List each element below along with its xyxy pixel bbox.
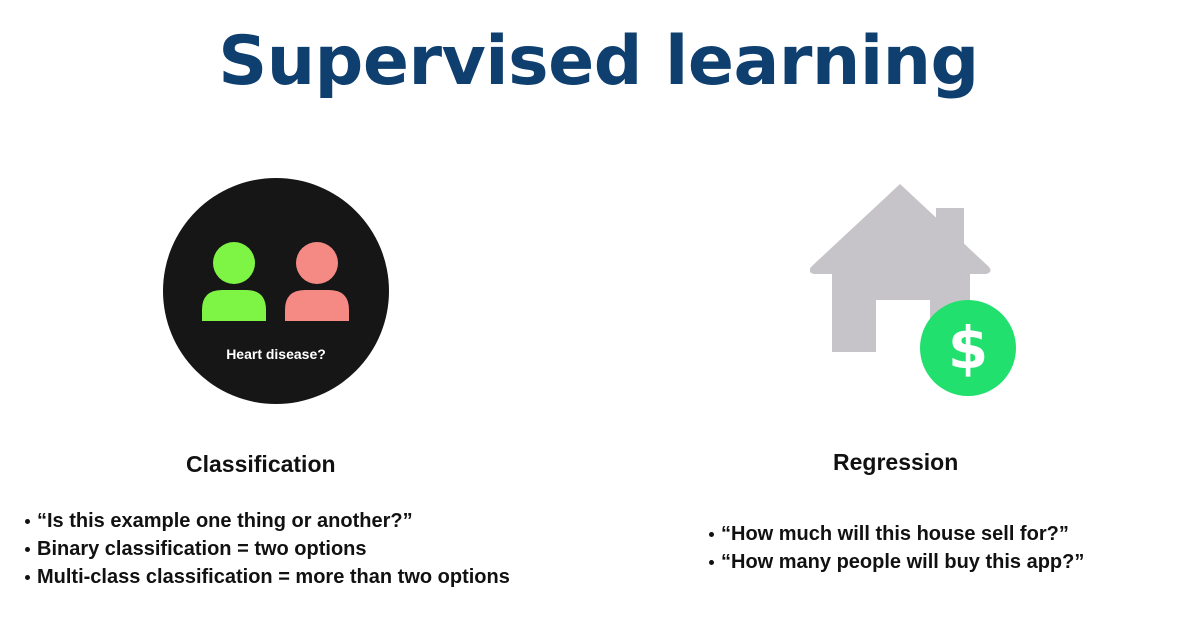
classification-people-icon xyxy=(163,178,389,404)
bullet-text: Multi-class classification = more than t… xyxy=(37,566,510,588)
bullet-text: Binary classification = two options xyxy=(37,538,367,560)
bullet-dot-icon xyxy=(25,546,30,552)
regression-bullet-list: “How much will this house sell for?” “Ho… xyxy=(709,520,1084,576)
bullet-dot-icon xyxy=(709,559,714,565)
bullet-dot-icon xyxy=(709,531,714,537)
bullet-text: “How much will this house sell for?” xyxy=(721,523,1069,545)
classification-icon-caption: Heart disease? xyxy=(226,346,326,362)
slide-title: Supervised learning xyxy=(218,22,979,101)
classification-heading: Classification xyxy=(186,451,336,477)
house-dollar-icon: $ xyxy=(810,184,1016,396)
dollar-sign-icon: $ xyxy=(948,314,988,382)
bullet-text: “How many people will buy this app?” xyxy=(721,551,1085,573)
classification-bullet-list: “Is this example one thing or another?” … xyxy=(25,507,510,591)
bullet-dot-icon xyxy=(25,574,30,580)
bullet-text: “Is this example one thing or another?” xyxy=(37,510,413,532)
list-item: “Is this example one thing or another?” xyxy=(25,507,510,535)
list-item: Binary classification = two options xyxy=(25,535,510,563)
bullet-dot-icon xyxy=(25,518,30,524)
list-item: Multi-class classification = more than t… xyxy=(25,563,510,591)
list-item: “How much will this house sell for?” xyxy=(709,520,1084,548)
list-item: “How many people will buy this app?” xyxy=(709,548,1084,576)
regression-heading: Regression xyxy=(833,449,959,475)
